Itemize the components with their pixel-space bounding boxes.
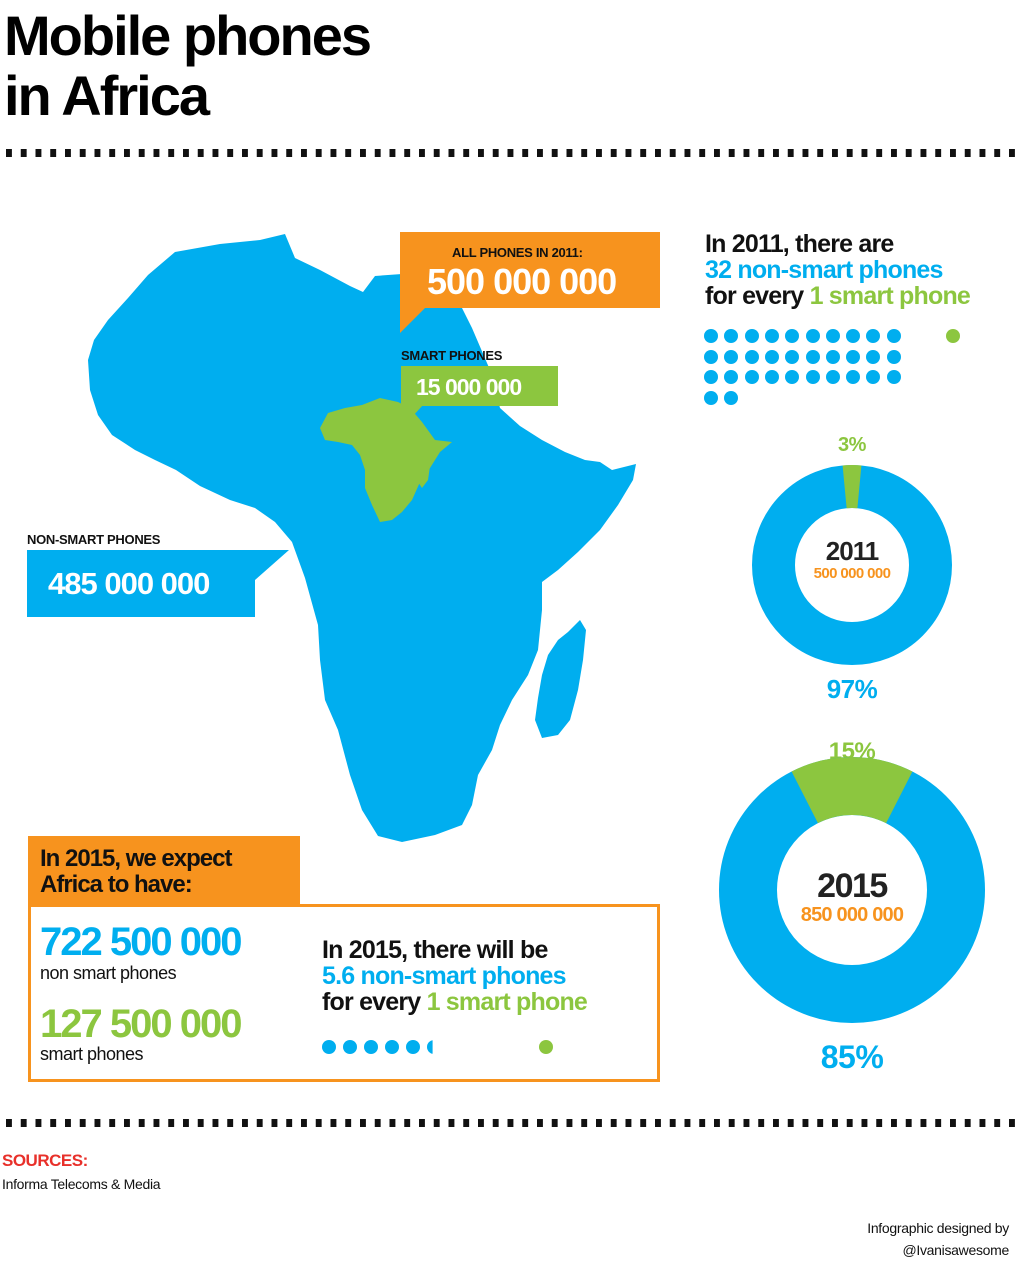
ratio-2011-text: In 2011, there are 32 non-smart phones f… <box>705 230 971 310</box>
non-smart-phone-dot <box>343 1040 357 1054</box>
ratio-2015-dots <box>322 1038 562 1058</box>
non-smart-phone-dot <box>805 349 820 364</box>
non-smart-phone-dot <box>805 329 820 343</box>
ratio-2015-text: In 2015, there will be 5.6 non-smart pho… <box>322 936 588 1016</box>
non-smart-phone-dot <box>846 370 861 384</box>
ratio-2011-dots <box>704 329 974 409</box>
non-smart-phone-dot <box>886 370 901 384</box>
non-smart-phone-dot <box>764 329 779 343</box>
non-smart-phone-dot <box>886 329 901 343</box>
non-smart-phone-dot <box>866 370 881 384</box>
all-phones-callout: ALL PHONES IN 2011: 500 000 000 <box>400 232 660 308</box>
non-smart-phone-dot <box>886 349 901 364</box>
bottom-divider <box>6 1119 1018 1127</box>
non-smart-phone-dot <box>322 1040 336 1054</box>
smart-phones-callout-tail <box>401 405 423 429</box>
credit-handle: @Ivanisawesome <box>902 1242 1009 1258</box>
donut-2011 <box>752 465 952 665</box>
donut-2011-center: 2011 500 000 000 <box>813 536 891 582</box>
smart-phones-callout: 15 000 000 <box>401 366 558 406</box>
sources-heading: SOURCES: <box>2 1151 88 1170</box>
non-smart-phone-dot <box>764 370 779 384</box>
non-smart-phone-dot <box>825 349 840 364</box>
non-smart-phone-dot <box>866 349 881 364</box>
non-smart-phone-dot <box>825 329 840 343</box>
forecast-panel <box>28 904 660 1082</box>
non-smart-phones-label: NON-SMART PHONES <box>27 532 161 547</box>
non-smart-phones-value: 485 000 000 <box>48 566 210 601</box>
donut-2015 <box>719 757 985 1024</box>
non-smart-phone-dot <box>704 329 718 343</box>
non-smart-phone-dot <box>805 370 820 384</box>
non-smart-phone-dot <box>744 329 759 343</box>
all-phones-callout-tail <box>400 307 426 333</box>
forecast-smart-label: smart phones <box>40 1044 144 1064</box>
forecast-non-smart-label: non smart phones <box>40 963 177 983</box>
non-smart-phone-dot <box>785 370 800 384</box>
smart-phone-dot <box>539 1040 553 1054</box>
non-smart-phone-dot <box>744 370 759 384</box>
donut-2011-smart-pct: 3% <box>838 434 866 456</box>
page-title: Mobile phones in Africa <box>4 4 372 127</box>
forecast-smart-value: 127 500 000 <box>40 1002 242 1046</box>
non-smart-phone-dot <box>704 349 718 364</box>
donut-2015-non-smart-pct: 85% <box>820 1039 884 1075</box>
non-smart-phone-dot <box>825 370 840 384</box>
non-smart-phone-dot <box>846 329 861 343</box>
non-smart-phone-dot <box>406 1040 420 1054</box>
non-smart-phone-dot <box>704 370 718 384</box>
credit-line1: Infographic designed by <box>867 1220 1009 1236</box>
non-smart-phone-dot <box>785 329 800 343</box>
donut-2015-center: 2015 850 000 000 <box>800 867 904 926</box>
non-smart-phone-dot <box>785 349 800 364</box>
non-smart-phone-dot <box>866 329 881 343</box>
non-smart-phone-dot <box>427 1040 433 1054</box>
forecast-heading-box: In 2015, we expect Africa to have: <box>28 836 300 906</box>
non-smart-phone-dot <box>764 349 779 364</box>
donut-2011-non-smart-pct: 97% <box>826 674 878 704</box>
non-smart-phone-dot <box>724 349 739 364</box>
non-smart-phone-dot <box>385 1040 399 1054</box>
africa-map <box>88 234 636 842</box>
non-smart-phones-callout <box>27 550 289 617</box>
non-smart-phone-dot <box>724 390 739 405</box>
non-smart-phone-dot <box>724 370 739 384</box>
non-smart-phone-dot <box>724 329 739 343</box>
source-text: Informa Telecoms & Media <box>2 1176 161 1192</box>
smart-phones-label: SMART PHONES <box>401 348 503 363</box>
non-smart-phone-dot <box>704 390 718 405</box>
non-smart-phone-dot <box>846 349 861 364</box>
smart-phone-dot <box>946 329 960 343</box>
non-smart-phone-dot <box>744 349 759 364</box>
forecast-non-smart-value: 722 500 000 <box>40 920 242 964</box>
top-divider <box>6 149 1018 157</box>
non-smart-phone-dot <box>364 1040 378 1054</box>
